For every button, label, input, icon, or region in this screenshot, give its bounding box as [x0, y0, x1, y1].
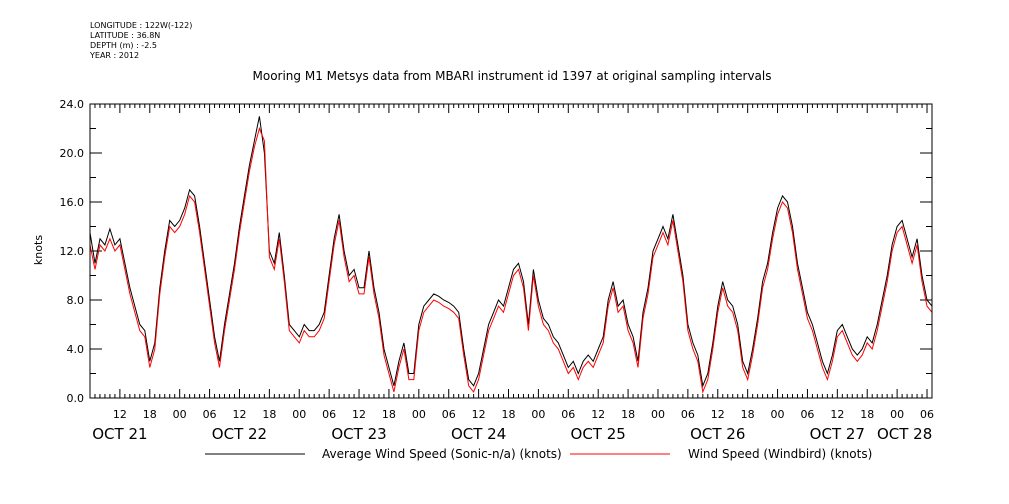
latitude-label: LATITUDE : 36.8N: [90, 31, 161, 40]
x-hour-label: 06: [920, 408, 934, 421]
longitude-label: LONGITUDE : 122W(-122): [90, 21, 193, 30]
legend-label-windbird: Wind Speed (Windbird) (knots): [688, 447, 872, 461]
x-hour-label: 18: [382, 408, 396, 421]
x-hour-label: 00: [173, 408, 187, 421]
x-hour-label: 12: [830, 408, 844, 421]
y-tick-label: 20.0: [60, 147, 85, 160]
x-hour-label: 18: [621, 408, 635, 421]
y-tick-label: 4.0: [67, 343, 85, 356]
y-tick-label: 12.0: [60, 245, 85, 258]
x-hour-label: 00: [890, 408, 904, 421]
x-hour-label: 06: [681, 408, 695, 421]
y-tick-label: 8.0: [67, 294, 85, 307]
x-hour-label: 00: [292, 408, 306, 421]
x-hour-label: 06: [442, 408, 456, 421]
y-axis-label: knots: [32, 235, 45, 265]
x-hour-label: 12: [711, 408, 725, 421]
legend-label-average-wind: Average Wind Speed (Sonic-n/a) (knots): [322, 447, 562, 461]
plot-frame: [89, 103, 933, 399]
series-line-windbird: [89, 126, 933, 394]
data-series: [89, 116, 933, 394]
x-hour-label: 12: [591, 408, 605, 421]
x-day-label: OCT 28: [877, 425, 932, 443]
x-hour-label: 18: [741, 408, 755, 421]
metadata-block: LONGITUDE : 122W(-122) LATITUDE : 36.8N …: [90, 21, 192, 61]
x-hour-label: 00: [531, 408, 545, 421]
depth-label: DEPTH (m) : -2.5: [90, 41, 157, 50]
x-day-label: OCT 25: [571, 425, 626, 443]
x-day-label: OCT 24: [451, 425, 506, 443]
x-hour-label: 00: [412, 408, 426, 421]
x-hour-label: 00: [771, 408, 785, 421]
x-hour-label: 12: [232, 408, 246, 421]
series-line-average-wind: [89, 116, 933, 388]
y-tick-label: 16.0: [60, 196, 85, 209]
x-hour-label: 06: [322, 408, 336, 421]
x-hour-label: 12: [472, 408, 486, 421]
x-day-label: OCT 23: [331, 425, 386, 443]
x-day-label: OCT 21: [92, 425, 147, 443]
x-hour-label: 18: [262, 408, 276, 421]
x-day-label: OCT 27: [810, 425, 865, 443]
x-day-label: OCT 22: [212, 425, 267, 443]
x-hour-label: 12: [352, 408, 366, 421]
year-label: YEAR : 2012: [90, 51, 140, 60]
x-hour-label: 06: [561, 408, 575, 421]
y-tick-label: 0.0: [67, 392, 85, 405]
x-hour-label: 06: [800, 408, 814, 421]
x-hour-label: 06: [203, 408, 217, 421]
chart-title: Mooring M1 Metsys data from MBARI instru…: [253, 69, 772, 83]
x-hour-label: 18: [860, 408, 874, 421]
x-hour-label: 18: [143, 408, 157, 421]
legend: Average Wind Speed (Sonic-n/a) (knots) W…: [205, 447, 872, 461]
x-hour-label: 12: [113, 408, 127, 421]
x-hour-label: 18: [502, 408, 516, 421]
x-hour-label: 00: [651, 408, 665, 421]
y-tick-label: 24.0: [60, 98, 85, 111]
axis-ticks: 0.0 4.0 8.0 12.0 16.0 20.0 24.0 12 18 00 06 12 18 00 0…: [60, 98, 935, 443]
x-day-label: OCT 26: [690, 425, 745, 443]
